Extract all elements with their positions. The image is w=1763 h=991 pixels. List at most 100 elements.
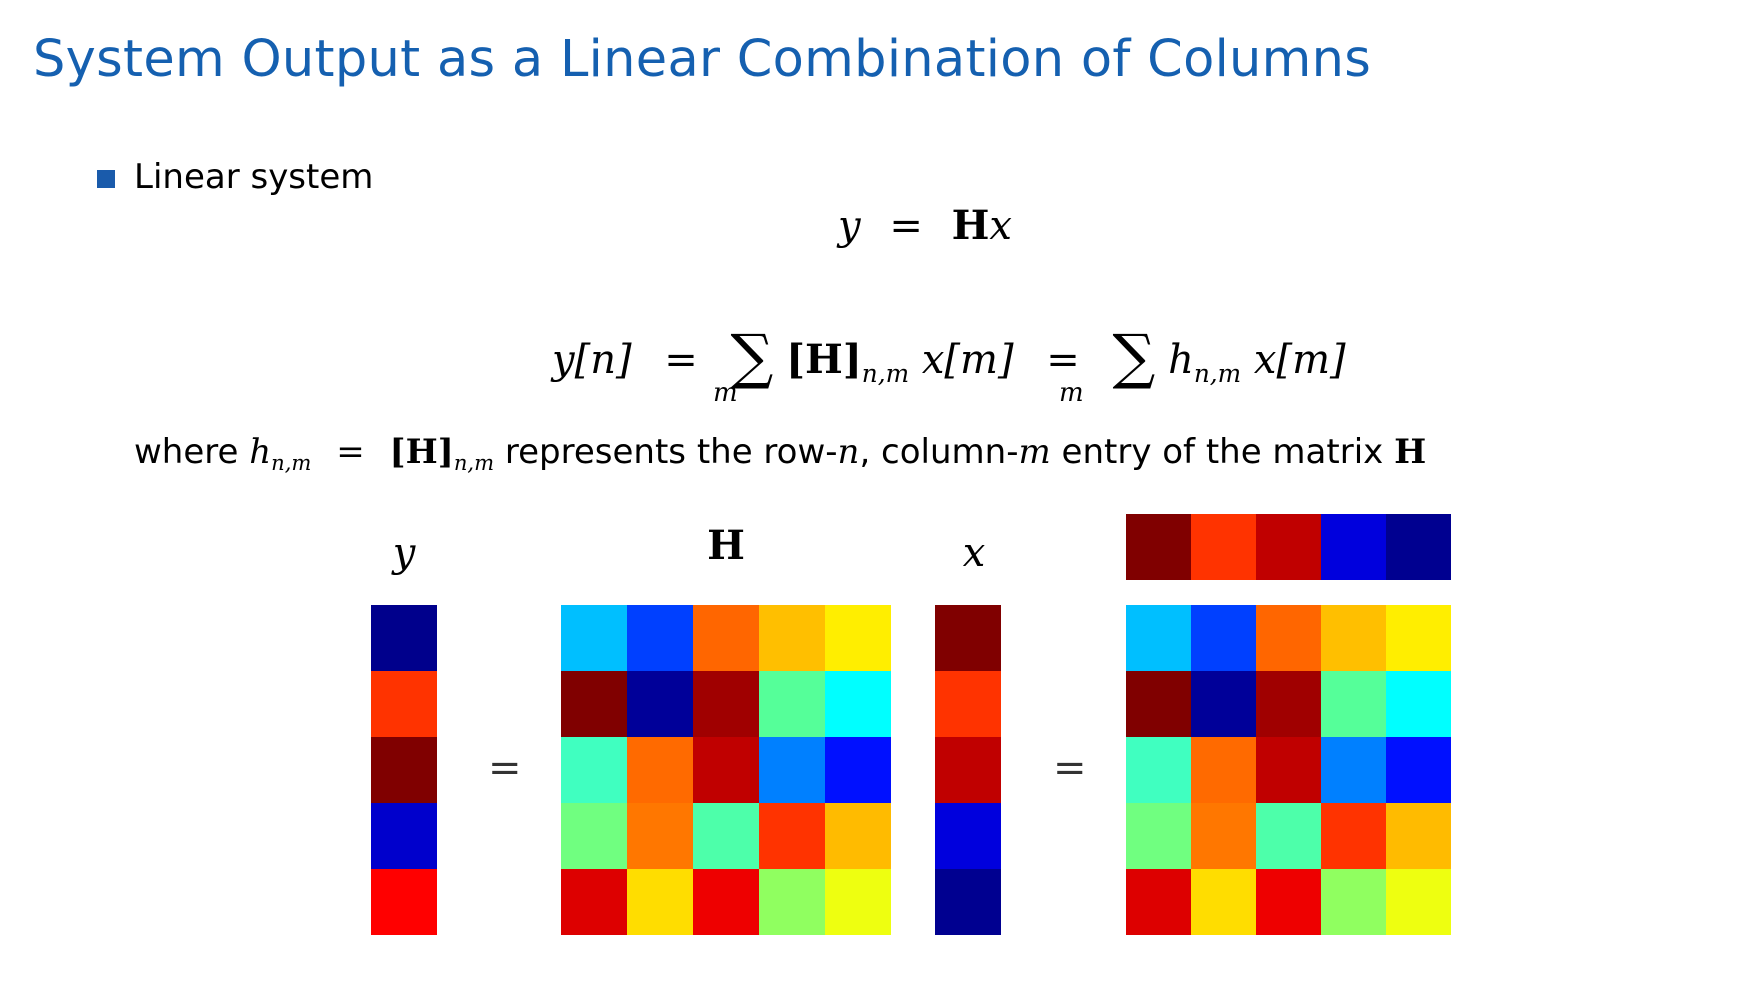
matrix-H-columns-cell: [1256, 869, 1321, 935]
eq2-matrix-subscript: n,m: [861, 358, 910, 388]
where-bracket: [H]: [389, 432, 454, 472]
sum-symbol-1: ∑: [730, 321, 774, 392]
matrix-H-cell: [759, 869, 825, 935]
matrix-H-columns-cell: [1256, 737, 1321, 803]
matrix-H-cell: [759, 737, 825, 803]
vector-x-cell: [935, 737, 1001, 803]
matrix-H-columns-cell: [1191, 671, 1256, 737]
matrix-H-cell: [627, 671, 693, 737]
matrix-H-columns-grid: [1126, 605, 1451, 935]
matrix-H-columns-cell: [1191, 869, 1256, 935]
matrix-H-columns-cell: [1256, 803, 1321, 869]
eq2-x-m: x[m]: [921, 337, 1014, 383]
matrix-H-cell: [825, 737, 891, 803]
vector-x-cell: [935, 605, 1001, 671]
eq2-rhs-x: x[m]: [1253, 337, 1346, 383]
vector-x-cell: [935, 803, 1001, 869]
matrix-H-cell: [561, 869, 627, 935]
matrix-H-columns-cell: [1386, 605, 1451, 671]
eq2-lhs: y[n]: [552, 337, 632, 383]
vector-x-cell: [935, 869, 1001, 935]
matrix-H-columns-cell: [1386, 671, 1451, 737]
matrix-H-cell: [825, 803, 891, 869]
vector-x-cell: [935, 671, 1001, 737]
where-bracket-subscript: n,m: [453, 450, 495, 476]
matrix-H-cell: [561, 803, 627, 869]
matrix-H-cell: [561, 605, 627, 671]
vector-x-row-grid: [1126, 514, 1451, 580]
vector-x-row-cell: [1321, 514, 1386, 580]
sum-index-1: m: [713, 378, 738, 408]
vector-y-cell: [371, 737, 437, 803]
matrix-H-columns-cell: [1126, 737, 1191, 803]
where-word: where: [134, 432, 250, 472]
where-sentence: where hn,m = [H]n,m represents the row-n…: [134, 432, 1427, 476]
vector-x-row-cell: [1256, 514, 1321, 580]
matrix-H-grid: [561, 605, 891, 935]
matrix-H-cell: [759, 605, 825, 671]
matrix-H-cell: [561, 737, 627, 803]
where-equals: =: [325, 432, 376, 472]
bullet-square-icon: [97, 170, 115, 188]
matrix-H-cell: [693, 803, 759, 869]
sum-index-2: m: [1059, 378, 1084, 408]
where-matrix-H: H: [1394, 432, 1427, 472]
vector-x-grid: [935, 605, 1001, 935]
matrix-H-columns-cell: [1126, 869, 1191, 935]
matrix-H-columns-cell: [1386, 737, 1451, 803]
matrix-H-cell: [627, 869, 693, 935]
eq1-vector: x: [989, 203, 1012, 249]
matrix-H-cell: [627, 605, 693, 671]
matrix-H-columns-cell: [1126, 803, 1191, 869]
matrix-H-columns-cell: [1386, 803, 1451, 869]
matrix-H-columns-cell: [1321, 803, 1386, 869]
eq1-lhs: y: [838, 203, 861, 249]
where-text-1: represents the row-: [494, 432, 838, 472]
matrix-H-cell: [693, 869, 759, 935]
eq2-h-subscript: n,m: [1193, 358, 1242, 388]
matrix-H-cell: [759, 671, 825, 737]
equation-1: y = Hx: [838, 202, 1012, 249]
vector-x-row-cell: [1126, 514, 1191, 580]
eq2-h: h: [1168, 337, 1194, 383]
vector-y-cell: [371, 671, 437, 737]
matrix-H-cell: [627, 737, 693, 803]
matrix-H-cell: [561, 671, 627, 737]
matrix-H-cell: [759, 803, 825, 869]
matrix-H-columns-cell: [1321, 605, 1386, 671]
matrix-H-cell: [693, 605, 759, 671]
sum-symbol-2: ∑: [1112, 321, 1156, 392]
bullet-text: Linear system: [134, 157, 374, 197]
label-x: x: [962, 530, 986, 576]
matrix-H-columns-cell: [1191, 737, 1256, 803]
eq2-equals-1: =: [664, 337, 698, 383]
vector-y-cell: [371, 869, 437, 935]
matrix-H-columns-cell: [1126, 605, 1191, 671]
eq1-equals: =: [889, 203, 923, 249]
matrix-H-columns-cell: [1321, 869, 1386, 935]
matrix-H-cell: [825, 869, 891, 935]
eq2-matrix-bracket: [H]: [786, 336, 862, 383]
equals-sign-2: =: [1053, 745, 1087, 791]
where-n: n: [837, 432, 860, 472]
where-m: m: [1018, 432, 1051, 472]
vector-x-row-cell: [1386, 514, 1451, 580]
matrix-H-columns-cell: [1191, 605, 1256, 671]
vector-y-cell: [371, 803, 437, 869]
slide-title: System Output as a Linear Combination of…: [33, 30, 1372, 89]
label-y: y: [392, 530, 416, 576]
matrix-H-columns-cell: [1256, 671, 1321, 737]
matrix-H-columns-cell: [1256, 605, 1321, 671]
where-h: h: [249, 432, 272, 472]
eq1-matrix: H: [951, 202, 990, 249]
matrix-H-columns-cell: [1126, 671, 1191, 737]
where-h-subscript: n,m: [271, 450, 312, 476]
matrix-H-columns-cell: [1386, 869, 1451, 935]
equals-sign-1: =: [488, 745, 522, 791]
matrix-H-columns-cell: [1321, 671, 1386, 737]
matrix-H-cell: [627, 803, 693, 869]
vector-y-cell: [371, 605, 437, 671]
vector-x-row-cell: [1191, 514, 1256, 580]
where-text-3: entry of the matrix: [1050, 432, 1395, 472]
vector-y-grid: [371, 605, 437, 935]
